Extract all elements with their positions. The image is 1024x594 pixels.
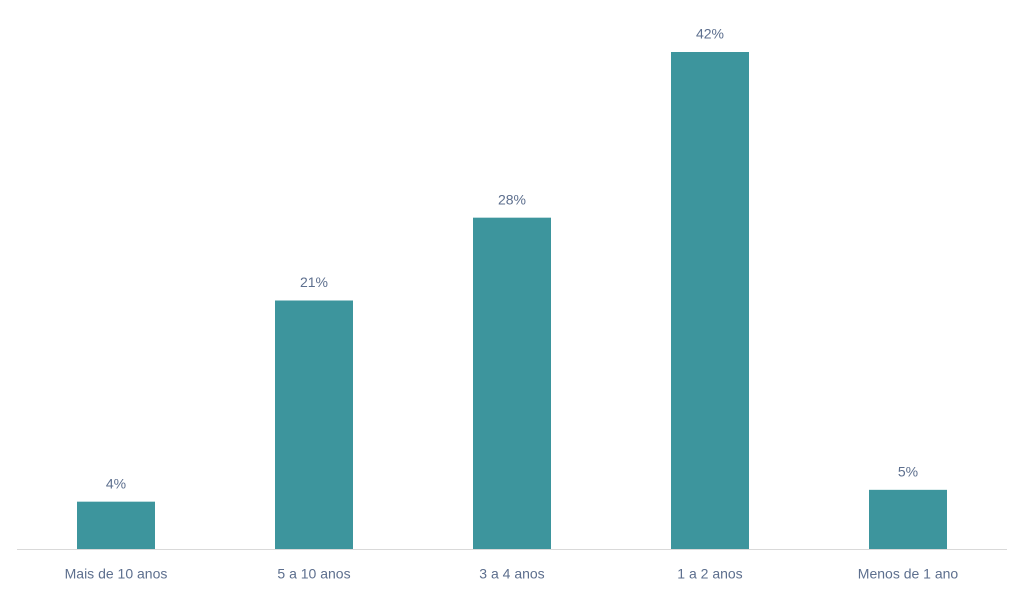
value-label: 5% [898, 464, 918, 480]
bar [869, 489, 947, 549]
x-tick-label: Menos de 1 ano [858, 566, 959, 582]
bar [275, 300, 353, 549]
value-label: 28% [498, 191, 526, 207]
value-label: 4% [106, 475, 126, 491]
value-label: 42% [696, 26, 724, 42]
x-tick-label: 5 a 10 anos [277, 566, 350, 582]
x-tick-label: 1 a 2 anos [677, 566, 742, 582]
bar [473, 217, 551, 549]
x-tick-label: Mais de 10 anos [65, 566, 168, 582]
value-label: 21% [300, 274, 328, 290]
bar [77, 501, 155, 549]
bar [671, 52, 749, 549]
x-tick-label: 3 a 4 anos [479, 566, 544, 582]
